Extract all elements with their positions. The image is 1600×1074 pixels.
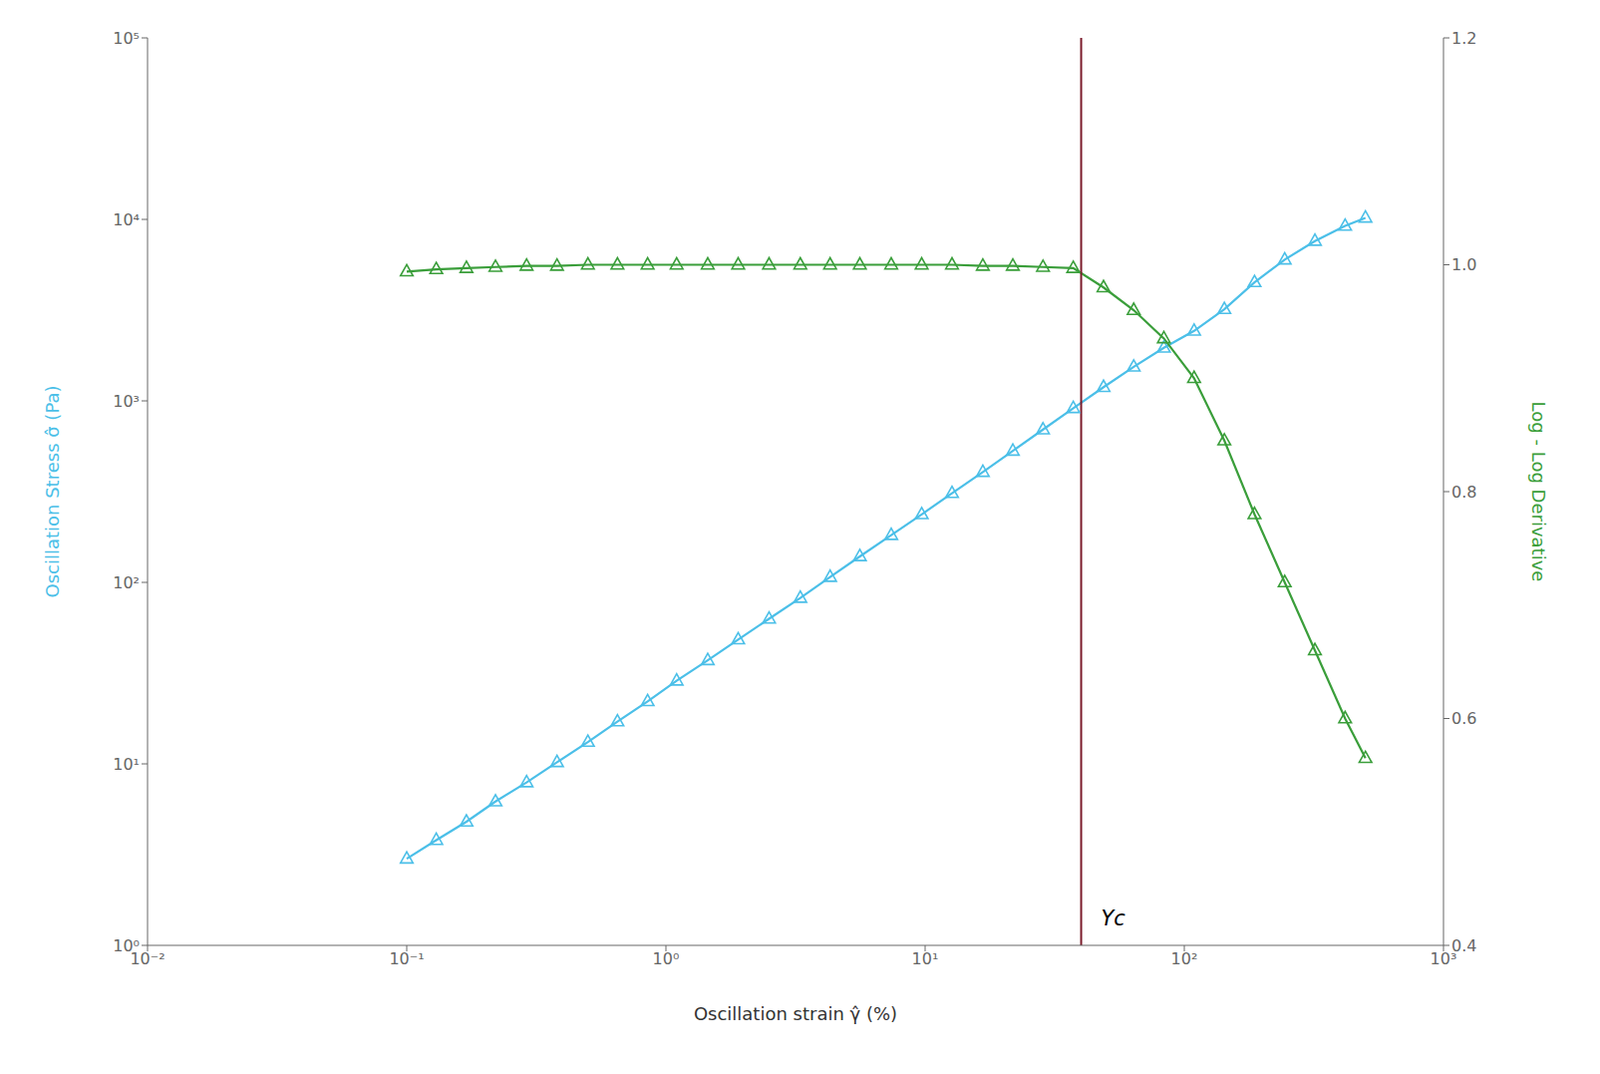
svg-text:Υc: Υc	[1101, 906, 1127, 931]
svg-text:10¹: 10¹	[912, 949, 940, 968]
svg-text:0.4: 0.4	[1451, 936, 1477, 956]
svg-text:Log - Log Derivative: Log - Log Derivative	[1528, 401, 1550, 583]
svg-text:10⁻¹: 10⁻¹	[388, 949, 424, 968]
svg-text:10⁵: 10⁵	[112, 28, 140, 48]
svg-text:10⁰: 10⁰	[112, 936, 140, 956]
svg-text:10⁰: 10⁰	[652, 949, 680, 968]
svg-text:10³: 10³	[1430, 949, 1457, 969]
svg-text:Oscillation Stress σ̂ (Pa): Oscillation Stress σ̂ (Pa)	[41, 385, 63, 599]
svg-text:1.2: 1.2	[1451, 28, 1477, 48]
svg-text:10⁴: 10⁴	[112, 210, 140, 230]
svg-text:0.8: 0.8	[1451, 482, 1477, 502]
svg-text:Oscillation strain γ̂ (%): Oscillation strain γ̂ (%)	[693, 1002, 898, 1024]
svg-text:1.0: 1.0	[1451, 255, 1477, 275]
svg-text:10⁻²: 10⁻²	[129, 949, 166, 969]
svg-text:10¹: 10¹	[112, 754, 140, 774]
svg-text:10²: 10²	[1171, 949, 1199, 968]
svg-text:0.6: 0.6	[1451, 708, 1477, 728]
svg-text:10³: 10³	[112, 391, 140, 411]
svg-text:10²: 10²	[112, 573, 140, 593]
